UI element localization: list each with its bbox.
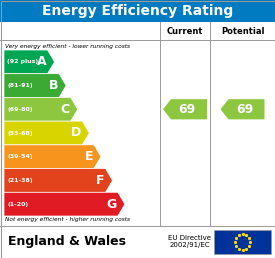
Polygon shape [4, 145, 101, 168]
Bar [0, 0, 275, 22]
Polygon shape [4, 98, 78, 121]
Text: C: C [60, 103, 70, 116]
Text: (1-20): (1-20) [7, 202, 28, 207]
Text: 69: 69 [236, 103, 253, 116]
Text: E: E [84, 150, 93, 163]
Text: Energy Efficiency Rating: Energy Efficiency Rating [42, 4, 233, 18]
Text: EU Directive
2002/91/EC: EU Directive 2002/91/EC [169, 236, 211, 248]
Text: A: A [37, 55, 46, 68]
Text: F: F [96, 174, 104, 187]
Polygon shape [163, 99, 207, 119]
Text: Potential: Potential [221, 27, 264, 36]
Polygon shape [4, 74, 66, 98]
Polygon shape [221, 99, 265, 119]
Text: (81-91): (81-91) [7, 83, 33, 88]
Text: Not energy efficient - higher running costs: Not energy efficient - higher running co… [5, 217, 130, 222]
Text: Very energy efficient - lower running costs: Very energy efficient - lower running co… [5, 44, 130, 49]
Text: (55-68): (55-68) [7, 131, 33, 135]
Bar [214, 230, 271, 254]
Text: (92 plus): (92 plus) [7, 59, 38, 64]
Text: Current: Current [167, 27, 203, 36]
Text: England & Wales: England & Wales [8, 236, 126, 248]
Text: (39-54): (39-54) [7, 154, 33, 159]
Text: B: B [49, 79, 58, 92]
Text: 69: 69 [178, 103, 196, 116]
Text: G: G [107, 198, 117, 211]
Polygon shape [4, 121, 89, 145]
Text: (69-80): (69-80) [7, 107, 32, 112]
Polygon shape [4, 168, 112, 192]
Polygon shape [4, 192, 125, 216]
Text: (21-38): (21-38) [7, 178, 33, 183]
Text: D: D [71, 126, 81, 140]
Polygon shape [4, 50, 54, 74]
